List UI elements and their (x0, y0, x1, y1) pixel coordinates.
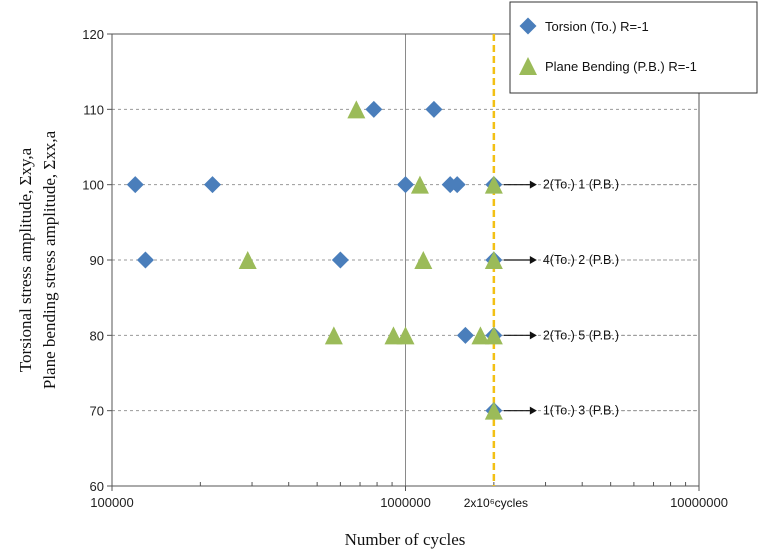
y-axis-title-line1: Torsional stress amplitude, Σxy,a (16, 147, 35, 372)
y-tick-label: 60 (90, 479, 104, 494)
bending-point (324, 326, 343, 345)
torsion-point (456, 326, 474, 344)
x-axis-title: Number of cycles (345, 530, 466, 549)
runout-label: 2x10⁶cycles (464, 496, 528, 510)
x-tick-label: 100000 (90, 495, 133, 510)
bending-point (384, 326, 403, 345)
legend-label-torsion: Torsion (To.) R=-1 (545, 19, 649, 34)
annotation-label: 2(To.) 5 (P.B.) (543, 328, 619, 342)
y-tick-label: 70 (90, 404, 104, 419)
bending-point (396, 326, 415, 345)
x-tick-label: 1000000 (380, 495, 431, 510)
bending-point (410, 175, 429, 194)
legend-box (509, 1, 758, 94)
annotation-label: 1(To.) 3 (P.B.) (543, 404, 619, 418)
x-axis-ticks: 100000 1000000 10000000 (90, 482, 728, 510)
y-axis-title-line2: Plane bending stress amplitude, Σxx,a (40, 130, 59, 389)
x-tick-label: 10000000 (670, 495, 728, 510)
bending-point (484, 401, 503, 420)
torsion-point (136, 251, 154, 269)
y-tick-label: 80 (90, 328, 104, 343)
arrow-head (529, 331, 537, 340)
torsion-point (331, 251, 349, 269)
arrow-head (529, 406, 537, 415)
bending-point (414, 251, 433, 269)
data-points (126, 100, 503, 420)
legend-marker-torsion (519, 17, 537, 35)
y-axis-ticks: 60 70 80 90 100 110 120 (82, 27, 112, 494)
torsion-point (365, 100, 383, 118)
bending-point (484, 175, 503, 194)
annotations-group: 2(To.) 1 (P.B.) 4(To.) 2 (P.B.) 2(To.) 5 (… (503, 178, 699, 418)
torsion-point (448, 176, 466, 194)
legend-label-bending: Plane Bending (P.B.) R=-1 (545, 59, 697, 74)
y-tick-label: 100 (82, 178, 104, 193)
arrow-head (529, 256, 537, 264)
bending-point (347, 100, 366, 119)
annotation-label: 4(To.) 2 (P.B.) (543, 253, 619, 267)
torsion-point (425, 100, 443, 118)
torsion-point (126, 176, 144, 194)
legend: Torsion (To.) R=-1 Plane Bending (P.B.) R… (509, 1, 758, 94)
y-tick-label: 110 (83, 102, 104, 117)
arrow-head (529, 180, 537, 189)
legend-marker-bending (519, 57, 537, 75)
bending-point (484, 251, 503, 269)
bending-point (484, 326, 503, 345)
bending-point (471, 326, 490, 345)
bending-point (238, 251, 257, 269)
y-tick-label: 90 (90, 253, 104, 268)
torsion-point (397, 176, 414, 194)
y-tick-label: 120 (82, 27, 104, 42)
annotation-label: 2(To.) 1 (P.B.) (543, 178, 619, 192)
torsion-point (204, 176, 222, 194)
